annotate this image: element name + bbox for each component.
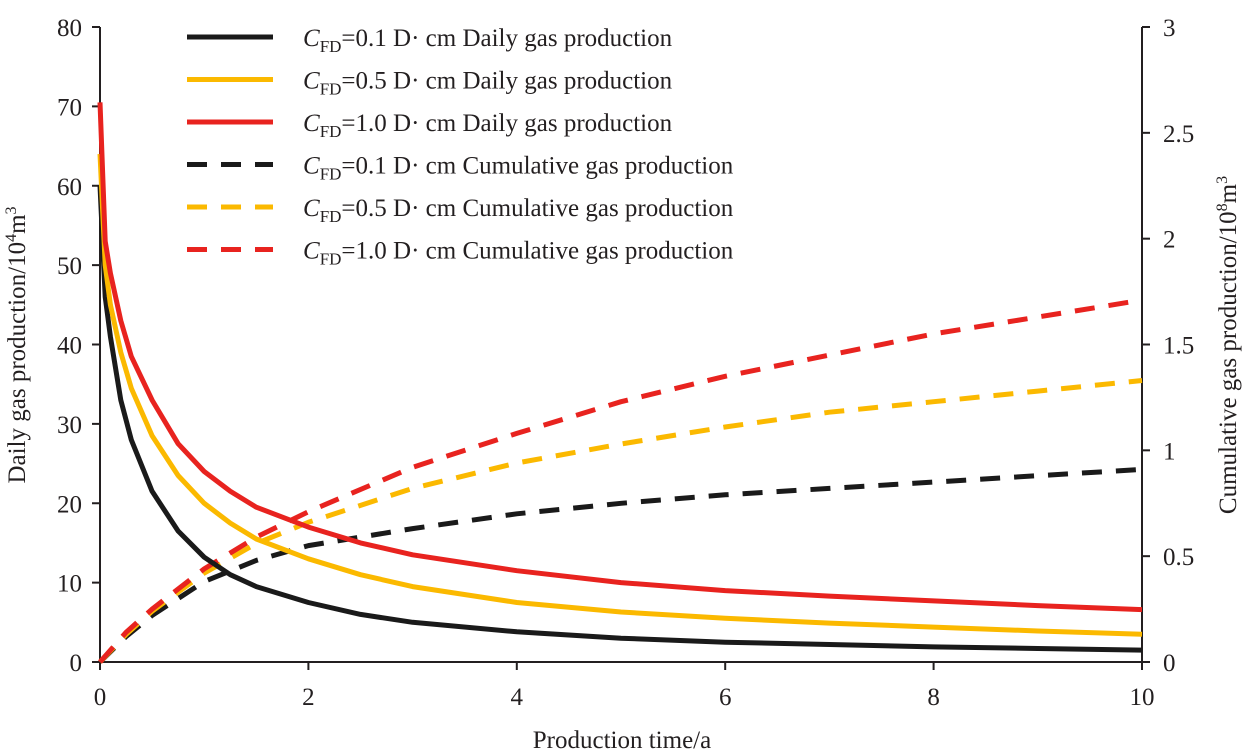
- legend-entry: CFD=0.1 D· cm Cumulative gas production: [303, 153, 734, 184]
- y-left-tick-label: 10: [57, 571, 82, 598]
- y-right-tick-label: 0.5: [1163, 544, 1194, 571]
- series-line-4: [98, 466, 1143, 664]
- y-left-tick-label: 0: [70, 650, 83, 677]
- x-tick-label: 6: [719, 684, 732, 711]
- legend-entry: CFD=0.5 D· cm Cumulative gas production: [303, 195, 734, 226]
- x-tick-label: 2: [302, 684, 315, 711]
- y-right-tick-label: 0: [1163, 650, 1176, 677]
- x-axis-title: Production time/a: [533, 727, 711, 754]
- legend: CFD=0.1 D· cm Daily gas production CFD=0.…: [187, 25, 734, 269]
- y-right-tick-label: 2: [1163, 227, 1176, 254]
- series-line-3: [97, 102, 1143, 613]
- y-left-tick-label: 70: [57, 94, 82, 121]
- y-right-tick-label: 1: [1163, 438, 1176, 465]
- y-left-tick-label: 20: [57, 491, 82, 518]
- series-line-2: [97, 153, 1143, 637]
- x-tick-label: 4: [511, 684, 524, 711]
- y-right-tick-label: 1.5: [1163, 333, 1194, 360]
- y-right-tick-label: 2.5: [1163, 121, 1194, 148]
- y-left-tick-label: 30: [57, 412, 82, 439]
- legend-entry: CFD=0.1 D· cm Daily gas production: [303, 25, 673, 56]
- legend-entry: CFD=1.0 D· cm Daily gas production: [303, 110, 673, 141]
- x-tick-label: 0: [94, 684, 107, 711]
- right-axis-title: Cumulative gas production/108m3: [1214, 176, 1242, 514]
- axes: 0 2 4 6 8 10 0 10 20 30 40 50 60 70 80 0 0.5 1 1.5 2 2.5 3: [57, 15, 1194, 711]
- y-right-tick-label: 3: [1163, 15, 1176, 42]
- x-tick-label: 10: [1130, 684, 1155, 711]
- y-left-tick-label: 50: [57, 253, 82, 280]
- series-lines: [97, 102, 1143, 664]
- y-left-tick-label: 40: [57, 333, 82, 360]
- legend-entry: CFD=0.5 D· cm Daily gas production: [303, 68, 673, 99]
- x-tick-label: 8: [927, 684, 940, 711]
- left-axis-title: Daily gas production/104m3: [3, 206, 31, 483]
- y-left-tick-label: 80: [57, 15, 82, 42]
- series-line-1: [97, 185, 1143, 653]
- series-line-5: [98, 378, 1143, 664]
- legend-entry: CFD=1.0 D· cm Cumulative gas production: [303, 238, 734, 269]
- y-left-tick-label: 60: [57, 174, 82, 201]
- series-line-6: [98, 297, 1143, 664]
